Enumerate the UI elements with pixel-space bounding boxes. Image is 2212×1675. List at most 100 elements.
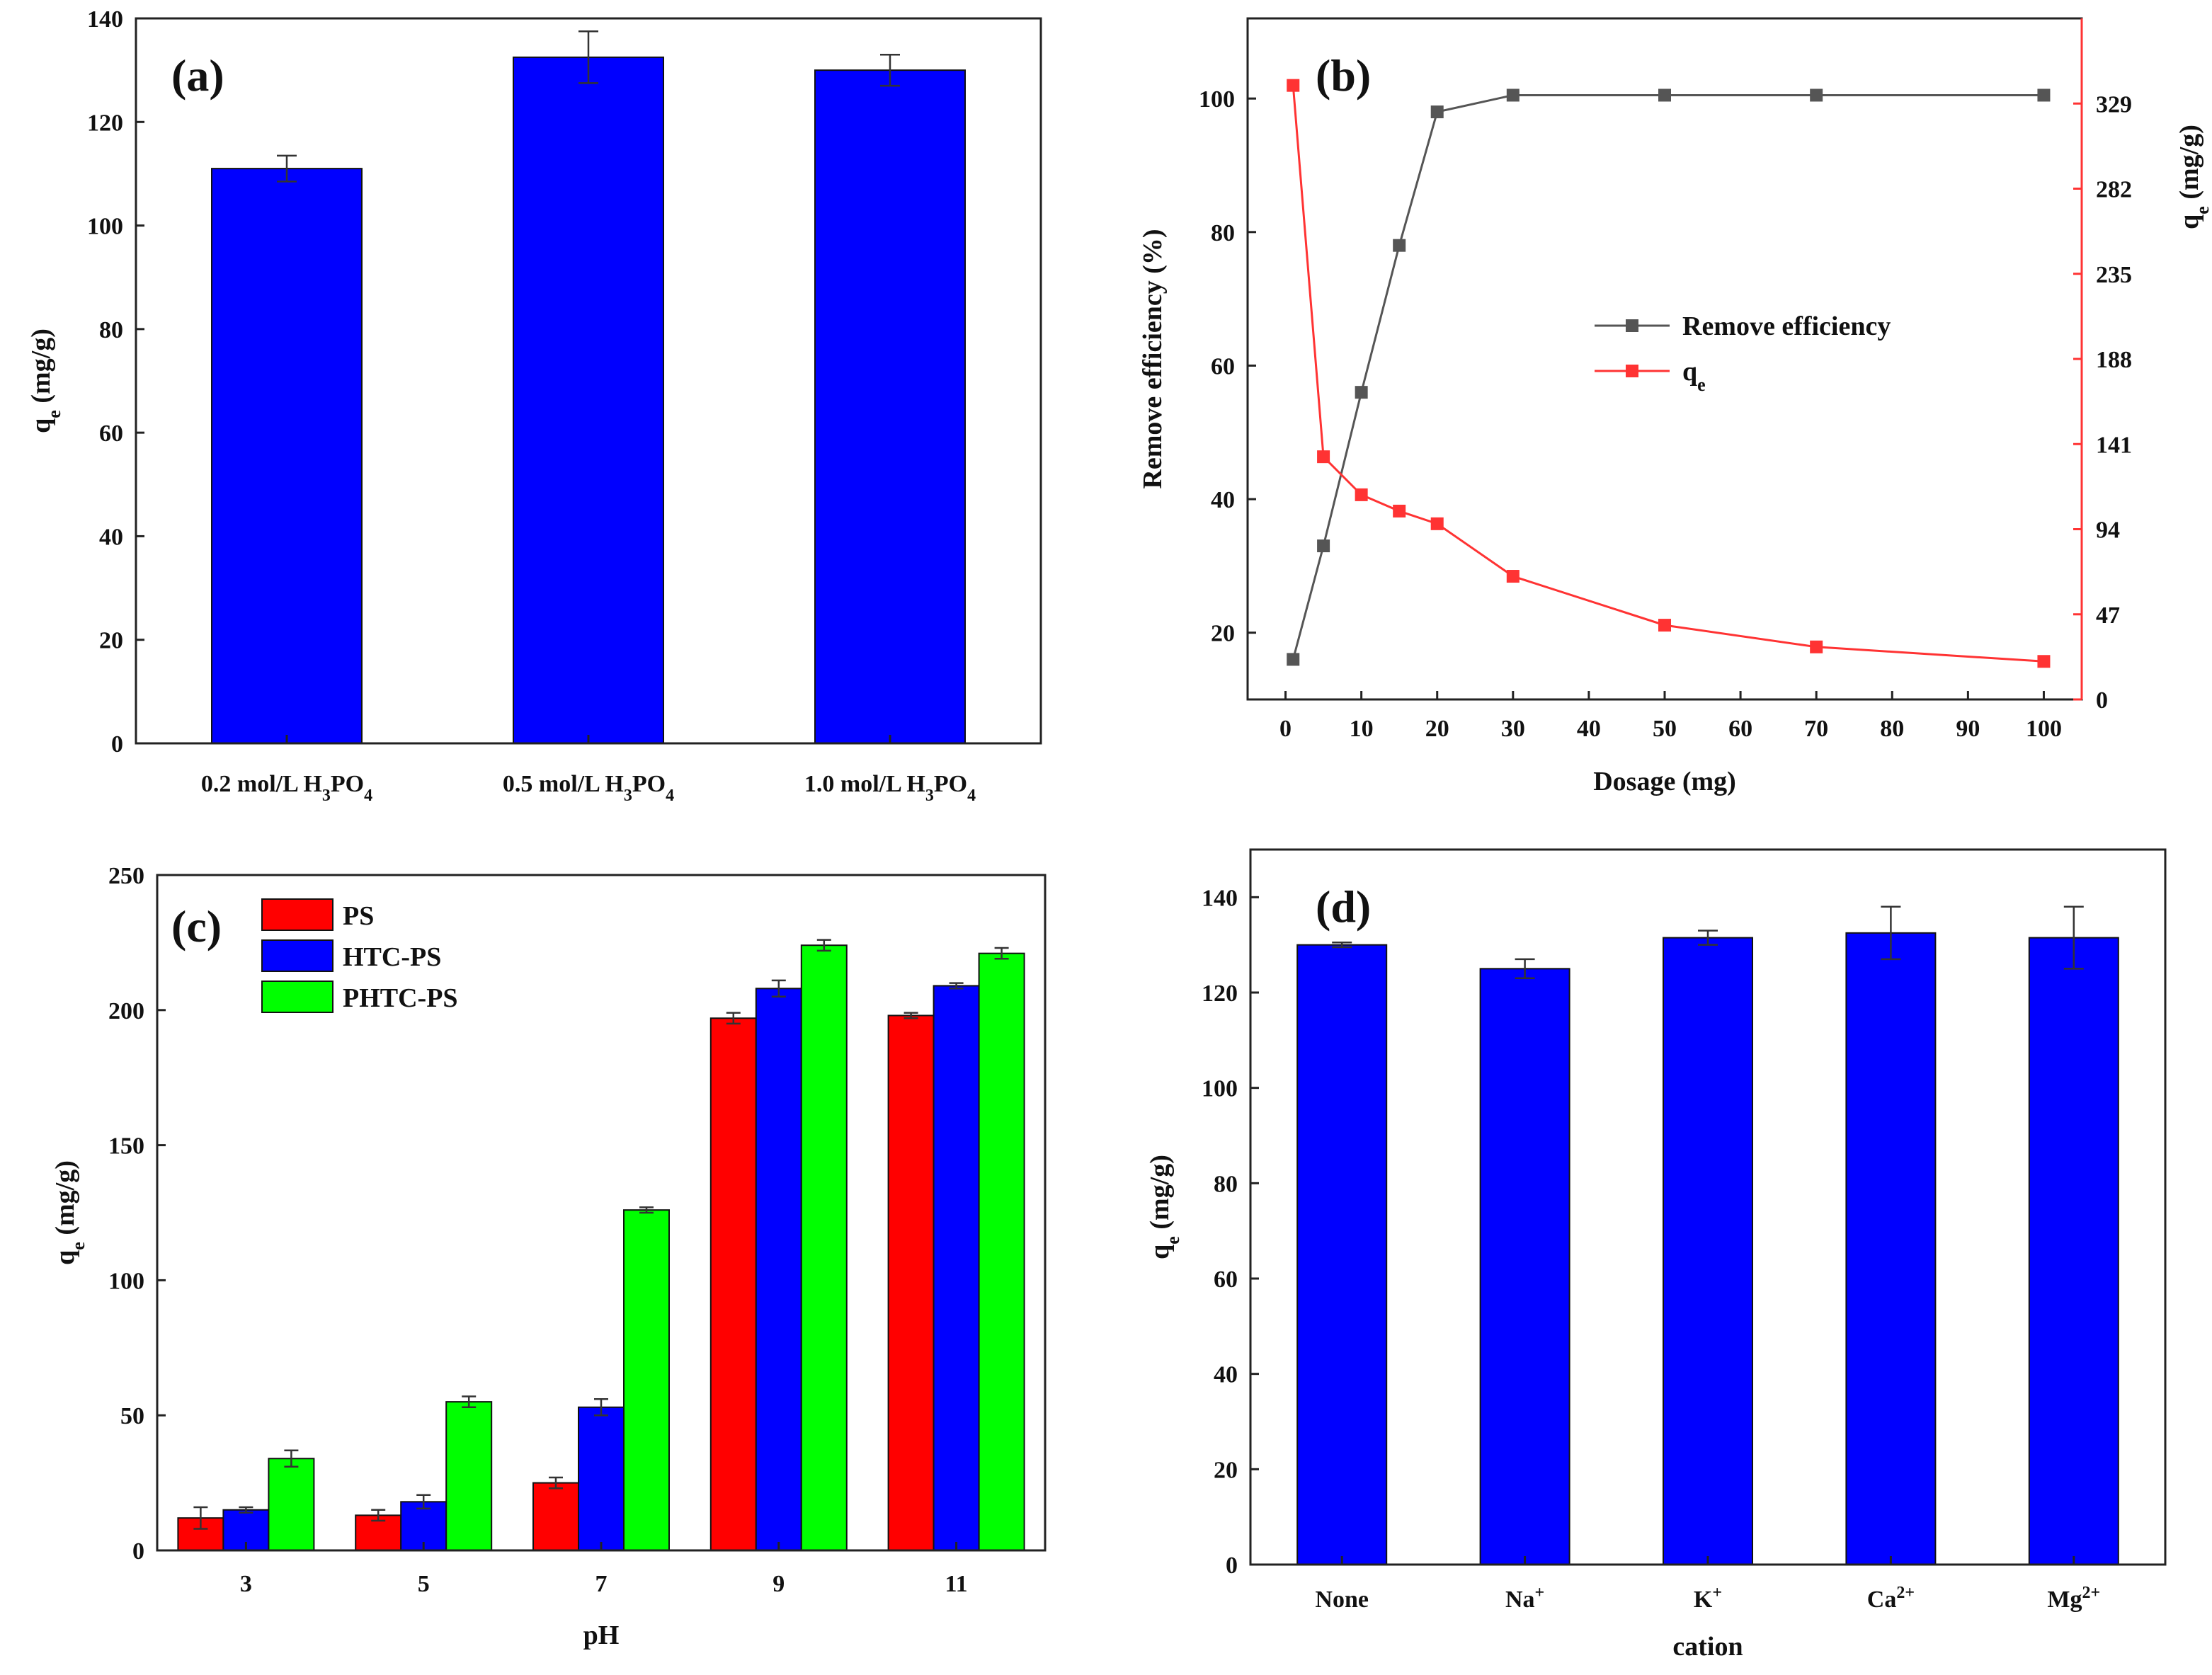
y-tick-label: 100: [108, 1268, 144, 1294]
y-axis-label: qe (mg/g): [1145, 1155, 1183, 1259]
legend-swatch: [261, 981, 333, 1013]
plot-frame: [1246, 17, 2083, 701]
x-tick-label: Na+: [1505, 1584, 1544, 1613]
panel-label: (c): [171, 901, 222, 951]
y-axis-label: qe (mg/g): [26, 328, 64, 433]
data-point: [2037, 655, 2051, 668]
y-right-tick-label: 141: [2096, 432, 2132, 458]
y-tick-label: 100: [1202, 1076, 1238, 1102]
bar: [1663, 937, 1753, 1565]
data-point: [1506, 570, 1520, 583]
y-tick-label: 140: [87, 6, 123, 33]
legend-label: PS: [343, 901, 374, 931]
bar: [933, 985, 980, 1552]
bar: [1479, 968, 1570, 1566]
series-line: [1292, 85, 2044, 663]
panel-a: 0.2 mol/L H3PO4 0.5 mol/L H3PO4 1.0 mol/L …: [26, 6, 1042, 805]
bar: [268, 1458, 315, 1552]
x-tick-label: 100: [2026, 716, 2062, 742]
x-tick-label: 90: [1956, 716, 1980, 742]
y-tick-label: 0: [132, 1538, 144, 1565]
data-point: [1287, 79, 1300, 92]
y-tick-label: 120: [1202, 981, 1238, 1007]
x-tick-label: 0.5 mol/L H3PO4: [503, 771, 674, 805]
legend-marker: [1626, 365, 1638, 377]
data-point: [1658, 619, 1671, 632]
legend-swatch: [261, 898, 333, 931]
bar: [1845, 932, 1937, 1566]
y-tick-label: 250: [108, 863, 144, 889]
data-point: [1430, 105, 1444, 119]
y-left-tick-label: 60: [1211, 353, 1235, 379]
x-axis-label: pH: [583, 1620, 620, 1650]
x-axis-label: Dosage (mg): [1593, 767, 1736, 796]
data-point: [1317, 539, 1330, 553]
x-tick-label: 40: [1577, 716, 1601, 742]
panel-label: (b): [1316, 50, 1371, 101]
y-tick-label: 200: [108, 998, 144, 1024]
y-right-tick-label: 188: [2096, 347, 2132, 373]
x-axis-label: cation: [1672, 1632, 1743, 1662]
y-tick-label: 140: [1202, 885, 1238, 911]
plot-frame: [135, 17, 1042, 745]
panel-label: (d): [1316, 881, 1371, 932]
x-tick-label: 10: [1350, 716, 1374, 742]
y-tick-label: 120: [87, 110, 123, 136]
x-tick-label: 50: [1653, 716, 1677, 742]
data-point: [1658, 88, 1671, 102]
bar: [814, 69, 966, 744]
panel-label: (a): [171, 50, 224, 101]
bar: [513, 56, 664, 745]
x-tick-label: Mg2+: [2047, 1584, 2100, 1613]
legend-label: PHTC-PS: [343, 983, 458, 1013]
y-left-tick-label: 100: [1199, 86, 1235, 113]
x-tick-label: 7: [595, 1571, 608, 1597]
y-tick-label: 80: [1214, 1171, 1238, 1197]
data-point: [1430, 517, 1444, 530]
y-right-tick-label: 282: [2096, 177, 2132, 203]
bar: [445, 1401, 493, 1551]
y-right-tick-label: 94: [2096, 518, 2120, 544]
data-point: [1317, 450, 1330, 464]
y-left-tick-label: 40: [1211, 487, 1235, 513]
bar: [1296, 944, 1388, 1565]
y-right-axis-label: qe (mg/g): [2174, 125, 2212, 229]
bar: [887, 1014, 935, 1551]
x-tick-label: 30: [1501, 716, 1525, 742]
x-tick-label: K+: [1694, 1584, 1722, 1613]
x-tick-label: 9: [773, 1571, 785, 1597]
y-tick-label: 50: [120, 1403, 144, 1429]
bar: [978, 952, 1025, 1551]
y-tick-label: 20: [1214, 1457, 1238, 1483]
x-tick-label: 1.0 mol/L H3PO4: [804, 771, 976, 805]
legend-marker: [1626, 319, 1638, 332]
bar: [532, 1482, 579, 1552]
y-tick-label: 0: [1226, 1553, 1238, 1579]
y-right-tick-label: 47: [2096, 602, 2120, 629]
data-point: [1393, 239, 1406, 252]
y-tick-label: 0: [111, 731, 123, 758]
plot-frame: [156, 874, 1047, 1552]
series-line: [1292, 93, 2044, 660]
y-tick-label: 100: [87, 214, 123, 240]
data-point: [1393, 504, 1406, 518]
bar: [211, 168, 363, 745]
bar: [2028, 937, 2119, 1565]
bar: [800, 944, 848, 1551]
panel-c: 3 5 7 9 11 0 50 100 150 200 250 qe (mg/g) pH PS HTC-PS…: [50, 863, 1047, 1650]
y-left-tick-label: 20: [1211, 621, 1235, 647]
legend-label: Remove efficiency: [1682, 311, 1891, 341]
x-tick-label: None: [1315, 1587, 1369, 1613]
y-right-tick-label: 235: [2096, 262, 2132, 288]
y-tick-label: 60: [99, 421, 123, 447]
x-tick-label: 70: [1804, 716, 1828, 742]
y-tick-label: 80: [99, 317, 123, 343]
y-tick-label: 40: [1214, 1362, 1238, 1388]
bar: [755, 988, 802, 1551]
y-right-tick-label: 0: [2096, 687, 2108, 714]
x-tick-label: 60: [1728, 716, 1752, 742]
x-tick-label: 11: [945, 1571, 968, 1597]
y-right-tick-label: 329: [2096, 91, 2132, 118]
y-left-axis-label: Remove efficiency (%): [1138, 229, 1168, 488]
